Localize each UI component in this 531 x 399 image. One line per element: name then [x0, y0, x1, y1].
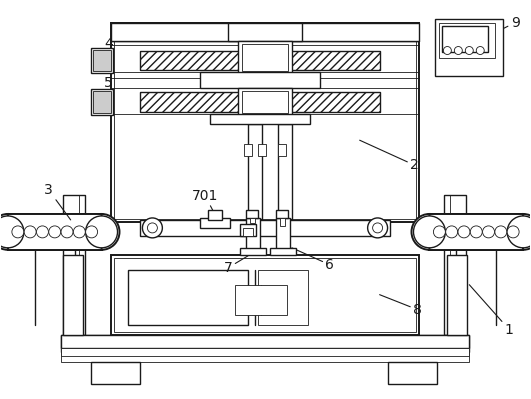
- Bar: [240, 224, 256, 236]
- Bar: [278, 144, 286, 156]
- Bar: [280, 218, 285, 226]
- Bar: [276, 210, 288, 218]
- Wedge shape: [0, 214, 8, 250]
- Text: 2: 2: [359, 140, 419, 172]
- Circle shape: [73, 226, 85, 238]
- Text: 5: 5: [104, 76, 113, 97]
- Circle shape: [85, 226, 98, 238]
- Bar: [246, 210, 258, 218]
- Bar: [430, 214, 523, 250]
- Bar: [79, 195, 84, 334]
- Bar: [248, 124, 262, 219]
- Bar: [110, 23, 419, 41]
- Bar: [91, 89, 113, 115]
- Text: 8: 8: [380, 295, 422, 317]
- Bar: [244, 144, 252, 156]
- Text: 701: 701: [192, 189, 218, 213]
- Circle shape: [37, 226, 48, 238]
- Circle shape: [24, 226, 36, 238]
- Text: 9: 9: [503, 16, 519, 30]
- Bar: [200, 73, 320, 89]
- Bar: [114, 26, 416, 219]
- Wedge shape: [412, 214, 430, 250]
- Bar: [235, 285, 287, 314]
- Bar: [210, 114, 310, 124]
- Bar: [140, 220, 390, 236]
- Circle shape: [443, 47, 451, 55]
- Bar: [242, 43, 288, 71]
- Circle shape: [373, 223, 383, 233]
- Bar: [140, 51, 380, 71]
- Bar: [208, 210, 222, 220]
- Wedge shape: [523, 214, 531, 250]
- Bar: [444, 195, 466, 334]
- Bar: [8, 214, 101, 250]
- Bar: [61, 348, 469, 356]
- Bar: [278, 124, 292, 219]
- Circle shape: [49, 226, 61, 238]
- Bar: [258, 270, 308, 324]
- Wedge shape: [101, 214, 119, 250]
- Bar: [61, 352, 469, 362]
- Bar: [200, 218, 230, 228]
- Circle shape: [433, 226, 446, 238]
- Bar: [442, 26, 488, 51]
- Text: 6: 6: [292, 248, 334, 272]
- Circle shape: [414, 216, 446, 248]
- Circle shape: [465, 47, 473, 55]
- Bar: [270, 248, 296, 255]
- Bar: [63, 195, 84, 334]
- Bar: [258, 144, 266, 156]
- Bar: [110, 255, 419, 334]
- Bar: [92, 49, 110, 71]
- Circle shape: [483, 226, 494, 238]
- Bar: [91, 362, 140, 384]
- Bar: [240, 248, 266, 255]
- Circle shape: [85, 216, 117, 248]
- Bar: [228, 23, 302, 41]
- Circle shape: [0, 216, 24, 248]
- Text: 4: 4: [104, 37, 113, 57]
- Bar: [388, 362, 438, 384]
- Circle shape: [61, 226, 73, 238]
- Circle shape: [470, 226, 482, 238]
- Circle shape: [12, 226, 24, 238]
- Bar: [110, 23, 419, 222]
- Circle shape: [148, 223, 157, 233]
- Bar: [439, 23, 495, 59]
- Bar: [92, 91, 110, 113]
- Circle shape: [458, 226, 470, 238]
- Bar: [447, 255, 467, 334]
- Circle shape: [367, 218, 388, 238]
- Bar: [140, 51, 380, 71]
- Bar: [276, 218, 290, 253]
- Bar: [243, 228, 253, 236]
- Bar: [435, 19, 503, 77]
- Circle shape: [455, 47, 463, 55]
- Bar: [246, 218, 260, 253]
- Bar: [444, 195, 450, 334]
- Bar: [129, 270, 248, 324]
- Bar: [242, 91, 288, 113]
- Circle shape: [476, 47, 484, 55]
- Bar: [91, 47, 113, 73]
- Circle shape: [446, 226, 458, 238]
- Bar: [61, 334, 469, 348]
- Bar: [61, 334, 469, 352]
- Circle shape: [495, 226, 507, 238]
- Bar: [140, 93, 380, 112]
- Text: 3: 3: [45, 183, 71, 220]
- Circle shape: [507, 216, 531, 248]
- Text: 7: 7: [224, 256, 248, 275]
- Text: 1: 1: [469, 285, 513, 336]
- Circle shape: [142, 218, 162, 238]
- Bar: [238, 89, 292, 116]
- Bar: [114, 258, 416, 332]
- Bar: [140, 93, 380, 112]
- Bar: [238, 41, 292, 75]
- Circle shape: [507, 226, 519, 238]
- Bar: [63, 255, 83, 334]
- Bar: [250, 218, 255, 223]
